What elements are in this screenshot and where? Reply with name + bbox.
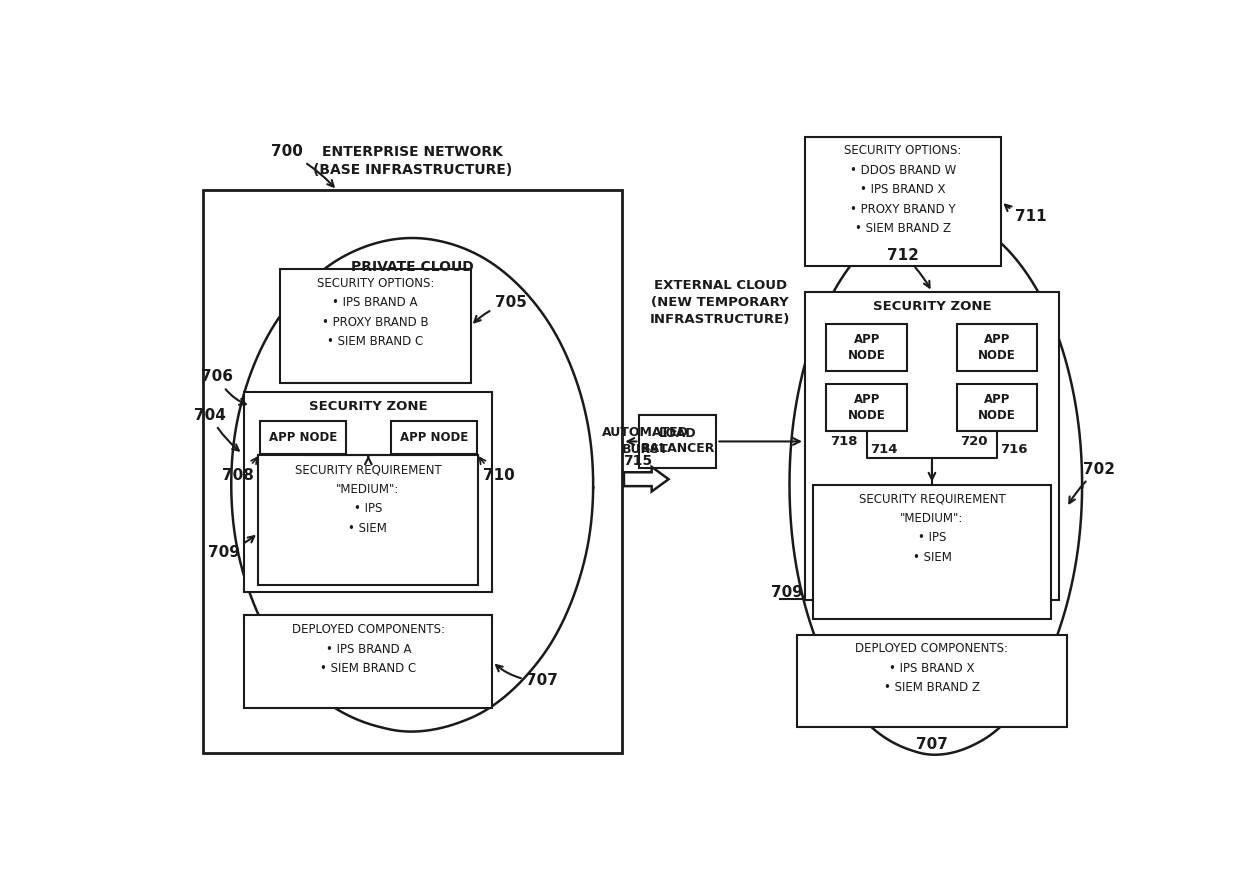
Text: SECURITY REQUIREMENT
"MEDIUM":
• IPS
• SIEM: SECURITY REQUIREMENT "MEDIUM": • IPS • S… bbox=[858, 493, 1006, 564]
Text: SECURITY OPTIONS:
• IPS BRAND A
• PROXY BRAND B
• SIEM BRAND C: SECURITY OPTIONS: • IPS BRAND A • PROXY … bbox=[316, 276, 434, 348]
Text: DEPLOYED COMPONENTS:
• IPS BRAND X
• SIEM BRAND Z: DEPLOYED COMPONENTS: • IPS BRAND X • SIE… bbox=[856, 643, 1008, 695]
Text: 711: 711 bbox=[1004, 205, 1047, 224]
Bar bbox=[797, 635, 1066, 727]
Bar bbox=[258, 455, 477, 585]
Bar bbox=[956, 384, 1038, 431]
Text: LOAD
BALANCER: LOAD BALANCER bbox=[641, 427, 715, 455]
Text: 709: 709 bbox=[207, 536, 254, 560]
Text: 715: 715 bbox=[624, 454, 652, 468]
Text: AUTOMATED
BURST: AUTOMATED BURST bbox=[603, 426, 689, 456]
Text: 704: 704 bbox=[193, 408, 239, 451]
Text: 705: 705 bbox=[475, 295, 527, 323]
Text: 712: 712 bbox=[887, 248, 930, 288]
Bar bbox=[391, 421, 477, 454]
Text: 700: 700 bbox=[270, 145, 334, 187]
Text: APP
NODE: APP NODE bbox=[848, 333, 885, 362]
Text: SECURITY ZONE: SECURITY ZONE bbox=[309, 400, 428, 413]
Text: APP
NODE: APP NODE bbox=[848, 392, 885, 422]
Bar bbox=[812, 485, 1052, 620]
Text: SECURITY ZONE: SECURITY ZONE bbox=[873, 299, 991, 313]
Bar bbox=[640, 416, 717, 468]
Bar bbox=[956, 325, 1038, 371]
Text: APP NODE: APP NODE bbox=[269, 431, 337, 444]
Bar bbox=[826, 325, 908, 371]
Text: EXTERNAL CLOUD
(NEW TEMPORARY
INFRASTRUCTURE): EXTERNAL CLOUD (NEW TEMPORARY INFRASTRUC… bbox=[650, 279, 790, 325]
Text: 718: 718 bbox=[831, 435, 858, 448]
Text: ENTERPRISE NETWORK
(BASE INFRASTRUCTURE): ENTERPRISE NETWORK (BASE INFRASTRUCTURE) bbox=[312, 145, 512, 177]
Text: 706: 706 bbox=[201, 369, 246, 405]
Bar bbox=[805, 292, 1059, 600]
Bar bbox=[805, 137, 1001, 266]
Text: 710: 710 bbox=[480, 458, 515, 483]
Bar bbox=[826, 384, 908, 431]
Bar bbox=[244, 392, 492, 593]
Text: 707: 707 bbox=[916, 737, 947, 752]
Text: SECURITY OPTIONS:
• DDOS BRAND W
• IPS BRAND X
• PROXY BRAND Y
• SIEM BRAND Z: SECURITY OPTIONS: • DDOS BRAND W • IPS B… bbox=[844, 144, 962, 235]
Polygon shape bbox=[231, 238, 593, 731]
Text: 716: 716 bbox=[1001, 443, 1028, 456]
Polygon shape bbox=[790, 215, 1083, 755]
Bar bbox=[259, 421, 346, 454]
Text: APP
NODE: APP NODE bbox=[978, 392, 1016, 422]
Bar bbox=[244, 615, 492, 708]
Text: 709: 709 bbox=[771, 585, 804, 600]
FancyArrow shape bbox=[624, 467, 668, 492]
Bar bbox=[280, 269, 471, 383]
Text: 720: 720 bbox=[961, 435, 988, 448]
Text: 707: 707 bbox=[496, 665, 558, 688]
Text: APP
NODE: APP NODE bbox=[978, 333, 1016, 362]
Text: PRIVATE CLOUD: PRIVATE CLOUD bbox=[351, 260, 474, 274]
Text: DEPLOYED COMPONENTS:
• IPS BRAND A
• SIEM BRAND C: DEPLOYED COMPONENTS: • IPS BRAND A • SIE… bbox=[291, 623, 445, 675]
Text: APP NODE: APP NODE bbox=[399, 431, 467, 444]
Bar bbox=[203, 190, 622, 753]
Text: 702: 702 bbox=[1069, 461, 1115, 503]
Text: 714: 714 bbox=[870, 443, 898, 456]
Text: 708: 708 bbox=[222, 458, 257, 483]
Text: SECURITY REQUIREMENT
"MEDIUM":
• IPS
• SIEM: SECURITY REQUIREMENT "MEDIUM": • IPS • S… bbox=[295, 463, 441, 535]
